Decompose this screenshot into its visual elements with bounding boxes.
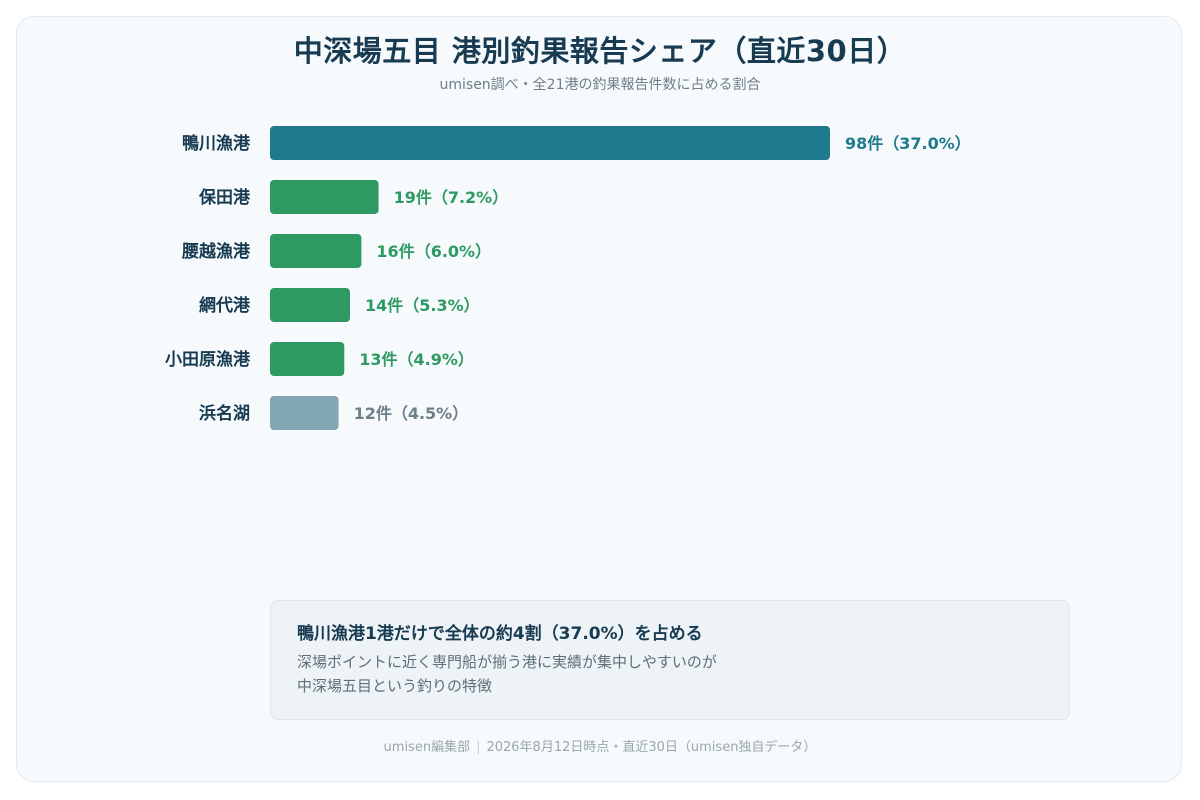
bar bbox=[270, 342, 345, 376]
value-label: 19件（7.2%） bbox=[394, 188, 509, 207]
footer-source: umisen編集部 bbox=[383, 740, 471, 755]
footer: umisen編集部 | 2026年8月12日時点・直近30日（umisen独自データ… bbox=[0, 736, 1200, 755]
callout-text-line-2: 中深場五目という釣りの特徴 bbox=[297, 677, 493, 695]
value-label: 12件（4.5%） bbox=[354, 404, 469, 423]
footer-note: 2026年8月12日時点・直近30日（umisen独自データ） bbox=[486, 740, 817, 755]
insight-callout: 鴨川漁港1港だけで全体の約4割（37.0%）を占める 深場ポイントに近く専門船が… bbox=[270, 600, 1070, 720]
value-label: 13件（4.9%） bbox=[359, 350, 474, 369]
bar bbox=[270, 126, 830, 160]
value-label: 16件（6.0%） bbox=[376, 242, 491, 261]
callout-text-line-1: 深場ポイントに近く専門船が揃う港に実績が集中しやすいのが bbox=[297, 653, 717, 671]
footer-separator: | bbox=[476, 740, 481, 755]
bar bbox=[270, 234, 362, 268]
bar bbox=[270, 396, 339, 430]
category-label: 鴨川漁港 bbox=[182, 133, 251, 154]
value-label: 14件（5.3%） bbox=[365, 296, 480, 315]
category-label: 腰越漁港 bbox=[182, 241, 251, 262]
category-label: 網代港 bbox=[199, 295, 251, 316]
chart-title: 中深場五目 港別釣果報告シェア（直近30日） bbox=[293, 34, 907, 68]
callout-title: 鴨川漁港1港だけで全体の約4割（37.0%）を占める bbox=[297, 624, 703, 644]
bar bbox=[270, 180, 379, 214]
category-label: 保田港 bbox=[198, 187, 251, 208]
category-label: 浜名湖 bbox=[199, 403, 250, 424]
category-label: 小田原漁港 bbox=[165, 349, 251, 370]
value-label: 98件（37.0%） bbox=[845, 134, 971, 153]
bar bbox=[270, 288, 350, 322]
chart-subtitle: umisen調べ・全21港の釣果報告件数に占める割合 bbox=[439, 77, 761, 93]
